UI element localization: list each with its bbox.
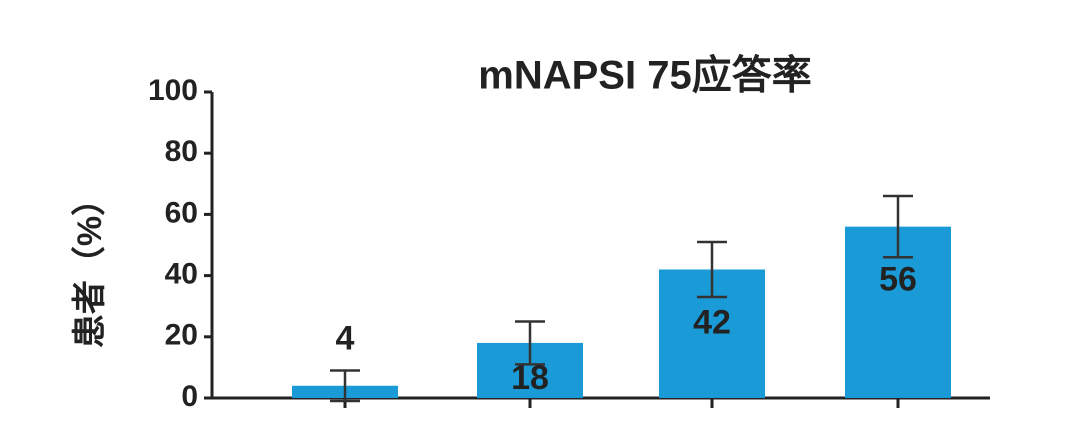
chart-title: mNAPSI 75应答率: [478, 54, 811, 98]
data-label: 4: [336, 319, 355, 357]
y-tick-label: 100: [148, 74, 198, 107]
y-tick-label: 20: [165, 319, 198, 352]
data-label: 42: [693, 303, 731, 341]
data-label: 56: [879, 261, 917, 299]
y-tick-label: 80: [165, 135, 198, 168]
y-axis-label: 患者（%）: [70, 182, 109, 348]
y-tick-label: 0: [181, 380, 198, 413]
data-label: 18: [511, 359, 549, 397]
y-tick-label: 60: [165, 196, 198, 229]
y-tick-label: 40: [165, 258, 198, 291]
